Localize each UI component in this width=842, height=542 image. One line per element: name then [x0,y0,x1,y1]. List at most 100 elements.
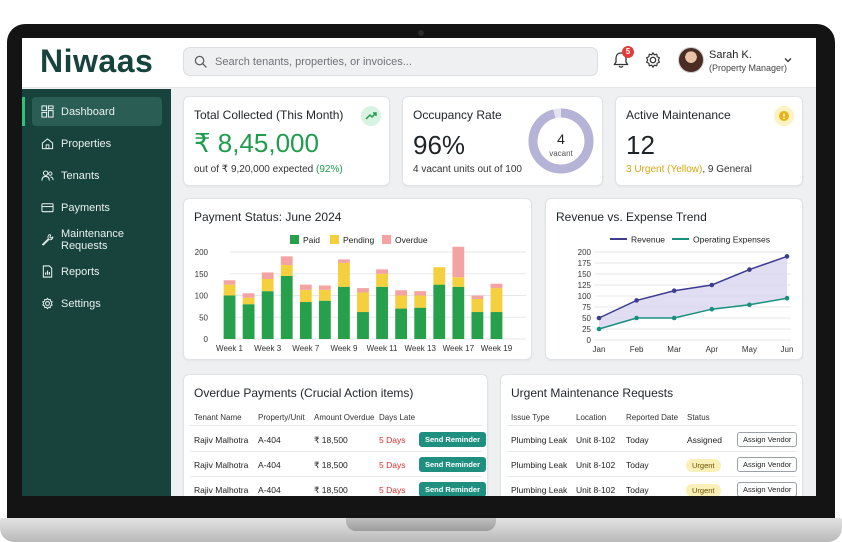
data-point-expenses[interactable] [634,315,639,321]
sidebar-item-tenants[interactable]: Tenants [32,161,162,190]
bar-segment-pending[interactable] [471,298,484,313]
bar-segment-pending[interactable] [280,265,293,276]
bar-segment-paid[interactable] [338,286,350,339]
bar-segment-pending[interactable] [318,289,331,301]
data-point-revenue[interactable] [709,282,715,288]
y-tick-label: 50 [199,313,208,322]
cell-location: Unit 8-102 [576,485,616,495]
status-badge: Urgent [686,459,721,472]
bar-segment-overdue[interactable] [223,280,236,285]
data-point-revenue[interactable] [634,298,639,303]
send-reminder-button[interactable]: Send Reminder [419,482,487,496]
credit-card-icon [41,203,54,213]
bar-segment-paid[interactable] [280,275,293,339]
bar-segment-overdue[interactable] [490,283,503,289]
overdue-title-main: Overdue Payments [194,386,297,400]
bar-segment-overdue[interactable] [376,269,388,274]
bar-segment-paid[interactable] [414,307,427,339]
urgent-maintenance-card: Urgent Maintenance Requests Issue Type L… [500,374,803,496]
send-reminder-button[interactable]: Send Reminder [419,457,487,472]
bar-segment-overdue[interactable] [452,246,465,278]
sidebar-item-settings[interactable]: Settings [32,289,162,318]
search-input[interactable] [215,55,585,68]
payment-status-chart: Paid Pending Overdue 0 50 100 150 200 Week 1… [195,235,526,353]
assign-vendor-button[interactable]: Assign Vendor [737,432,798,447]
sidebar-item-dashboard[interactable]: Dashboard [22,97,162,126]
bar-segment-overdue[interactable] [471,295,484,299]
bar-segment-overdue[interactable] [280,256,293,266]
bar-segment-paid[interactable] [299,302,312,339]
kpi-subtext: 3 Urgent (Yellow), 9 General [626,164,752,175]
bar-segment-overdue[interactable] [357,288,369,293]
bar-segment-overdue[interactable] [338,259,350,263]
sidebar-item-label: Dashboard [61,105,115,118]
bar-segment-pending[interactable] [223,284,236,296]
bar-segment-overdue[interactable] [395,290,408,296]
data-point-expenses[interactable] [747,302,752,308]
dashboard-icon [41,105,54,118]
cell-date: Today [626,435,649,445]
bar-segment-pending[interactable] [433,267,446,285]
bar-segment-pending[interactable] [414,295,427,308]
bar-segment-paid[interactable] [452,286,465,339]
bar-segment-pending[interactable] [338,262,350,287]
user-name[interactable]: Sarah K. [709,49,752,61]
column-header: Tenant Name [194,413,242,422]
bar-segment-paid[interactable] [261,291,274,339]
x-tick-label: Week 3 [254,344,282,353]
webcam [418,30,424,36]
data-point-expenses[interactable] [709,306,715,312]
data-point-revenue[interactable] [596,315,602,321]
bar-segment-pending[interactable] [357,292,369,313]
assign-vendor-button[interactable]: Assign Vendor [737,482,798,496]
bar-segment-pending[interactable] [395,295,408,309]
bar-segment-pending[interactable] [452,277,465,287]
bar-segment-paid[interactable] [490,312,503,339]
cell-days-late: 5 Days [379,435,406,445]
bar-segment-paid[interactable] [376,286,388,339]
data-point-revenue[interactable] [671,288,677,294]
bar-segment-paid[interactable] [318,300,331,339]
bar-segment-overdue[interactable] [242,293,255,298]
data-point-expenses[interactable] [596,326,602,332]
chart-title: Payment Status: June 2024 [194,210,342,224]
bar-segment-pending[interactable] [490,288,503,313]
cell-date: Today [626,460,649,470]
sidebar-item-reports[interactable]: Reports [32,257,162,286]
bar-segment-paid[interactable] [433,284,446,339]
bar-segment-overdue[interactable] [414,291,427,296]
chart-title: Revenue vs. Expense Trend [556,210,707,224]
bar-segment-pending[interactable] [299,289,312,303]
kpi-card-active-maintenance: Active Maintenance 12 3 Urgent (Yellow),… [615,96,803,186]
chevron-down-icon[interactable] [783,55,793,65]
wrench-icon [41,233,54,246]
bar-segment-overdue[interactable] [318,285,331,290]
bar-segment-overdue[interactable] [261,272,274,279]
bar-segment-paid[interactable] [395,308,408,339]
send-reminder-button[interactable]: Send Reminder [419,432,487,447]
y-tick-label: 50 [582,314,591,323]
data-point-revenue[interactable] [747,267,752,272]
sidebar-item-payments[interactable]: Payments [32,193,162,222]
sidebar-item-maintenance-requests[interactable]: Maintenance Requests [32,225,162,254]
data-point-expenses[interactable] [784,295,790,301]
search-bar[interactable] [183,47,598,76]
data-point-expenses[interactable] [671,315,677,321]
occupancy-ring-fill [528,108,594,174]
bar-segment-paid[interactable] [471,312,484,339]
bar-segment-paid[interactable] [242,304,255,339]
bar-segment-paid[interactable] [223,295,236,340]
bar-segment-overdue[interactable] [299,284,312,290]
bar-segment-pending[interactable] [376,273,388,287]
area-fill [599,256,787,329]
cell-tenant: Rajiv Malhotra [194,485,249,495]
gear-icon[interactable] [644,51,662,69]
avatar[interactable] [678,47,704,73]
bar-segment-paid[interactable] [357,312,369,339]
sidebar-item-properties[interactable]: Properties [32,129,162,158]
data-point-revenue[interactable] [784,254,790,259]
app-logo[interactable]: Niwaas [40,43,154,79]
assign-vendor-button[interactable]: Assign Vendor [737,457,798,472]
bar-segment-pending[interactable] [261,278,274,292]
bar-segment-pending[interactable] [242,297,255,305]
